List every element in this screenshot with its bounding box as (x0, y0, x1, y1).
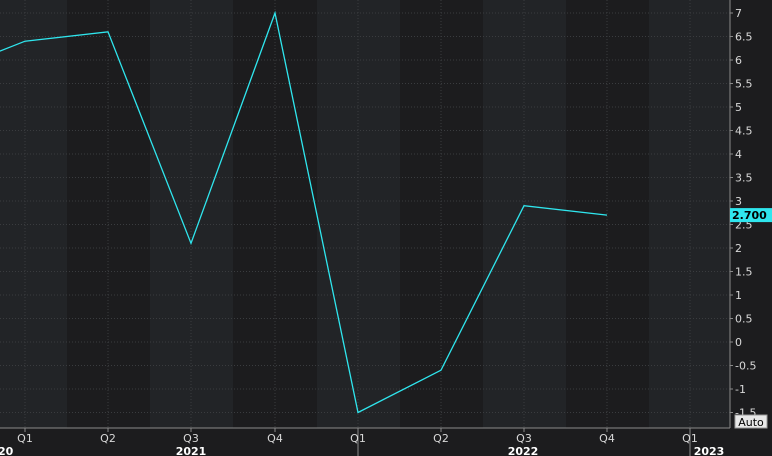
auto-scale-button[interactable] (734, 414, 768, 429)
last-value-tag (730, 208, 772, 223)
y-tick-label: 5.5 (735, 78, 753, 91)
x-tick-label: Q1 (17, 432, 33, 445)
auto-scale-button-label[interactable]: Auto (738, 416, 764, 429)
y-tick-label: 0.5 (735, 313, 753, 326)
background-band (483, 0, 566, 428)
overlay: 2.700 Auto (730, 208, 772, 429)
background-band (317, 0, 400, 428)
background-band (150, 0, 233, 428)
x-year-label: 2022 (508, 445, 539, 456)
y-tick-label: 1 (735, 289, 742, 302)
y-tick-label: 6.5 (735, 31, 753, 44)
background-bands (0, 0, 730, 428)
y-tick-label: 1.5 (735, 266, 753, 279)
x-year-label: 2021 (176, 445, 207, 456)
x-tick-label: Q3 (516, 432, 532, 445)
y-axis-labels: 76.565.554.543.532.521.510.50-0.5-1-1.5 (730, 7, 756, 420)
y-tick-label: 4 (735, 148, 742, 161)
x-tick-label: Q3 (183, 432, 199, 445)
background-band (0, 0, 67, 428)
y-tick-label: 7 (735, 7, 742, 20)
x-tick-label: Q1 (682, 432, 698, 445)
y-tick-label: 3 (735, 195, 742, 208)
y-tick-label: 4.5 (735, 125, 753, 138)
x-tick-label: Q4 (267, 432, 283, 445)
x-tick-label: Q2 (100, 432, 116, 445)
y-tick-label: -1 (735, 383, 746, 396)
x-tick-label: Q2 (433, 432, 449, 445)
x-year-label: 2023 (694, 445, 725, 456)
x-tick-label: Q4 (599, 432, 615, 445)
y-tick-label: 6 (735, 54, 742, 67)
y-tick-label: 0 (735, 336, 742, 349)
series (0, 10, 608, 414)
y-tick-label: -0.5 (735, 360, 756, 373)
x-tick-label: Q1 (350, 432, 366, 445)
x-axis-labels: Q1Q2Q3Q4Q1Q2Q3Q4Q12020202120222023 (0, 428, 724, 456)
last-value-label: 2.700 (732, 209, 767, 222)
y-tick-label: 5 (735, 101, 742, 114)
y-tick-label: 3.5 (735, 172, 753, 185)
background-band (649, 0, 730, 428)
y-tick-label: 2 (735, 242, 742, 255)
